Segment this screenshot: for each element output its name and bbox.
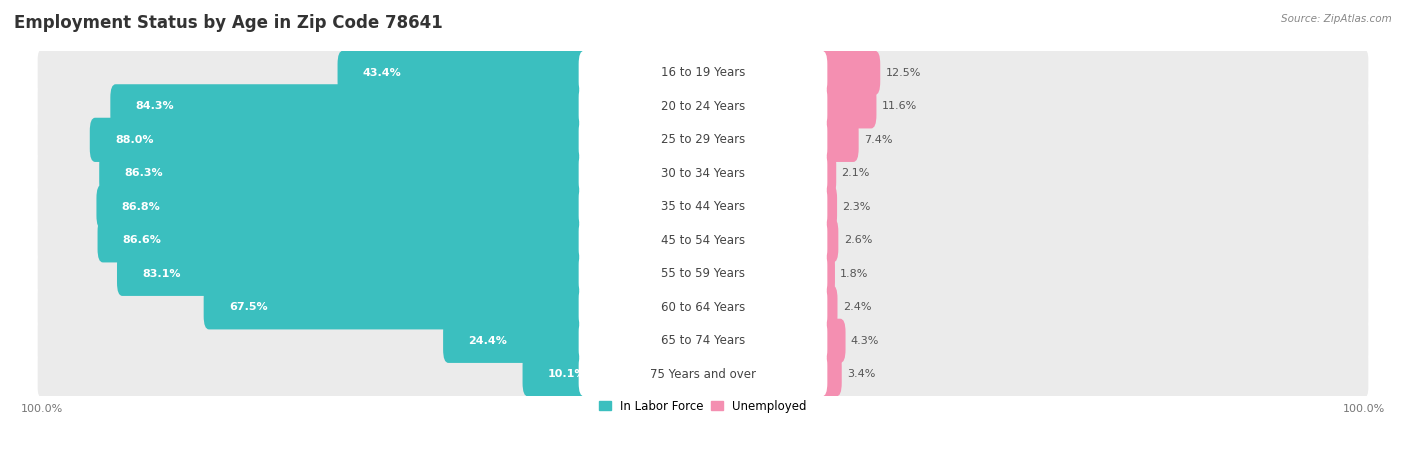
FancyBboxPatch shape [523, 352, 589, 396]
FancyBboxPatch shape [38, 284, 1368, 331]
Text: 86.8%: 86.8% [121, 202, 160, 212]
FancyBboxPatch shape [817, 51, 880, 95]
FancyBboxPatch shape [117, 252, 589, 296]
Text: 60 to 64 Years: 60 to 64 Years [661, 301, 745, 314]
FancyBboxPatch shape [817, 84, 876, 129]
Text: 2.6%: 2.6% [844, 235, 872, 245]
FancyBboxPatch shape [817, 352, 842, 396]
Text: 1.8%: 1.8% [841, 269, 869, 279]
FancyBboxPatch shape [579, 218, 827, 262]
FancyBboxPatch shape [817, 151, 837, 195]
Text: 75 Years and over: 75 Years and over [650, 368, 756, 381]
Text: 10.1%: 10.1% [548, 369, 586, 379]
Text: 2.4%: 2.4% [842, 302, 872, 313]
Text: 12.5%: 12.5% [886, 68, 921, 78]
Text: 88.0%: 88.0% [115, 135, 153, 145]
FancyBboxPatch shape [38, 117, 1368, 163]
Text: 45 to 54 Years: 45 to 54 Years [661, 234, 745, 247]
Text: 2.1%: 2.1% [842, 168, 870, 178]
FancyBboxPatch shape [38, 217, 1368, 263]
Text: 16 to 19 Years: 16 to 19 Years [661, 66, 745, 79]
FancyBboxPatch shape [579, 319, 827, 363]
Text: Employment Status by Age in Zip Code 78641: Employment Status by Age in Zip Code 786… [14, 14, 443, 32]
FancyBboxPatch shape [579, 118, 827, 162]
FancyBboxPatch shape [110, 84, 589, 129]
FancyBboxPatch shape [443, 319, 589, 363]
FancyBboxPatch shape [817, 185, 837, 229]
FancyBboxPatch shape [579, 84, 827, 129]
Text: 55 to 59 Years: 55 to 59 Years [661, 267, 745, 281]
Text: 7.4%: 7.4% [863, 135, 893, 145]
FancyBboxPatch shape [38, 83, 1368, 129]
FancyBboxPatch shape [817, 118, 859, 162]
FancyBboxPatch shape [38, 150, 1368, 197]
Text: 86.6%: 86.6% [122, 235, 162, 245]
Text: 24.4%: 24.4% [468, 336, 508, 346]
FancyBboxPatch shape [817, 319, 845, 363]
Text: 35 to 44 Years: 35 to 44 Years [661, 200, 745, 213]
FancyBboxPatch shape [97, 218, 589, 262]
FancyBboxPatch shape [579, 352, 827, 396]
FancyBboxPatch shape [38, 318, 1368, 364]
FancyBboxPatch shape [38, 351, 1368, 397]
FancyBboxPatch shape [579, 185, 827, 229]
FancyBboxPatch shape [90, 118, 589, 162]
Text: 30 to 34 Years: 30 to 34 Years [661, 167, 745, 180]
FancyBboxPatch shape [579, 151, 827, 195]
FancyBboxPatch shape [337, 51, 589, 95]
Text: Source: ZipAtlas.com: Source: ZipAtlas.com [1281, 14, 1392, 23]
Text: 67.5%: 67.5% [229, 302, 267, 313]
Text: 25 to 29 Years: 25 to 29 Years [661, 133, 745, 146]
FancyBboxPatch shape [817, 285, 838, 329]
Legend: In Labor Force, Unemployed: In Labor Force, Unemployed [595, 396, 811, 418]
FancyBboxPatch shape [38, 184, 1368, 230]
FancyBboxPatch shape [579, 252, 827, 296]
Text: 86.3%: 86.3% [124, 168, 163, 178]
Text: 43.4%: 43.4% [363, 68, 402, 78]
FancyBboxPatch shape [817, 218, 838, 262]
FancyBboxPatch shape [204, 285, 589, 329]
Text: 20 to 24 Years: 20 to 24 Years [661, 100, 745, 113]
FancyBboxPatch shape [97, 185, 589, 229]
FancyBboxPatch shape [100, 151, 589, 195]
Text: 3.4%: 3.4% [846, 369, 876, 379]
Text: 4.3%: 4.3% [851, 336, 879, 346]
FancyBboxPatch shape [579, 51, 827, 95]
Text: 84.3%: 84.3% [135, 101, 174, 111]
Text: 11.6%: 11.6% [882, 101, 917, 111]
FancyBboxPatch shape [38, 50, 1368, 96]
FancyBboxPatch shape [38, 251, 1368, 297]
Text: 2.3%: 2.3% [842, 202, 870, 212]
Text: 65 to 74 Years: 65 to 74 Years [661, 334, 745, 347]
FancyBboxPatch shape [817, 252, 835, 296]
FancyBboxPatch shape [579, 285, 827, 329]
Text: 83.1%: 83.1% [142, 269, 180, 279]
